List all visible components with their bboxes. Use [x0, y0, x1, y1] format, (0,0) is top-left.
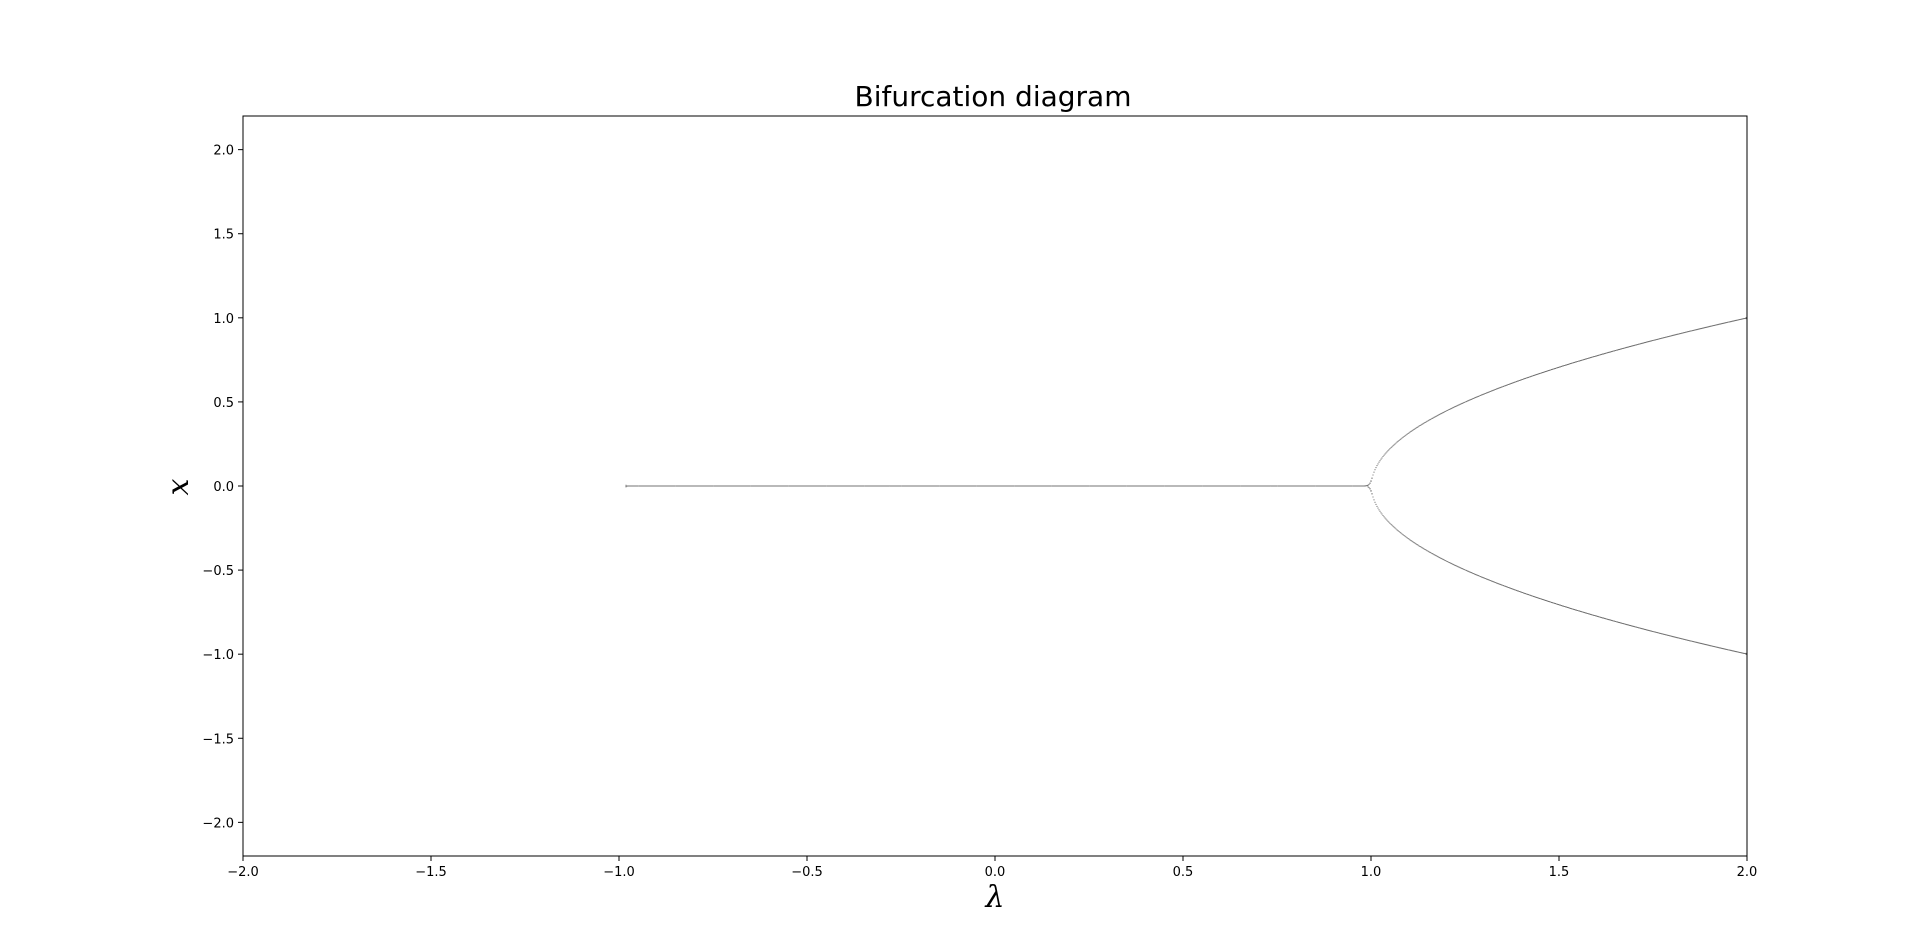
x-tick-label: 2.0 [1737, 865, 1758, 880]
y-tick-label: −2.0 [202, 816, 234, 831]
y-tick-label: 1.5 [213, 228, 234, 243]
y-axis-label: x [161, 478, 196, 495]
y-tick-label: 0.5 [213, 396, 234, 411]
y-tick-label: 0.0 [213, 480, 234, 495]
plot-area [625, 315, 1748, 657]
x-axis: −2.0 −1.5 −1.0 −0.5 0.0 0.5 1.0 1.5 2.0 [227, 856, 1757, 880]
x-axis-label: λ [984, 880, 1004, 915]
bifurcation-points [625, 315, 1748, 657]
x-tick-label: −0.5 [791, 865, 823, 880]
y-tick-label: 2.0 [213, 144, 234, 159]
x-tick-label: 1.0 [1361, 865, 1382, 880]
x-tick-label: 1.5 [1549, 865, 1570, 880]
y-axis: −2.0 −1.5 −1.0 −0.5 0.0 0.5 1.0 1.5 2.0 [202, 144, 243, 831]
y-tick-label: 1.0 [213, 312, 234, 327]
y-tick-label: −0.5 [202, 564, 234, 579]
x-tick-label: −1.0 [603, 865, 635, 880]
x-tick-label: 0.5 [1173, 865, 1194, 880]
y-tick-label: −1.5 [202, 732, 234, 747]
x-tick-label: 0.0 [985, 865, 1006, 880]
chart-title: Bifurcation diagram [854, 80, 1131, 113]
y-tick-label: −1.0 [202, 648, 234, 663]
x-tick-label: −2.0 [227, 865, 259, 880]
x-tick-label: −1.5 [415, 865, 447, 880]
